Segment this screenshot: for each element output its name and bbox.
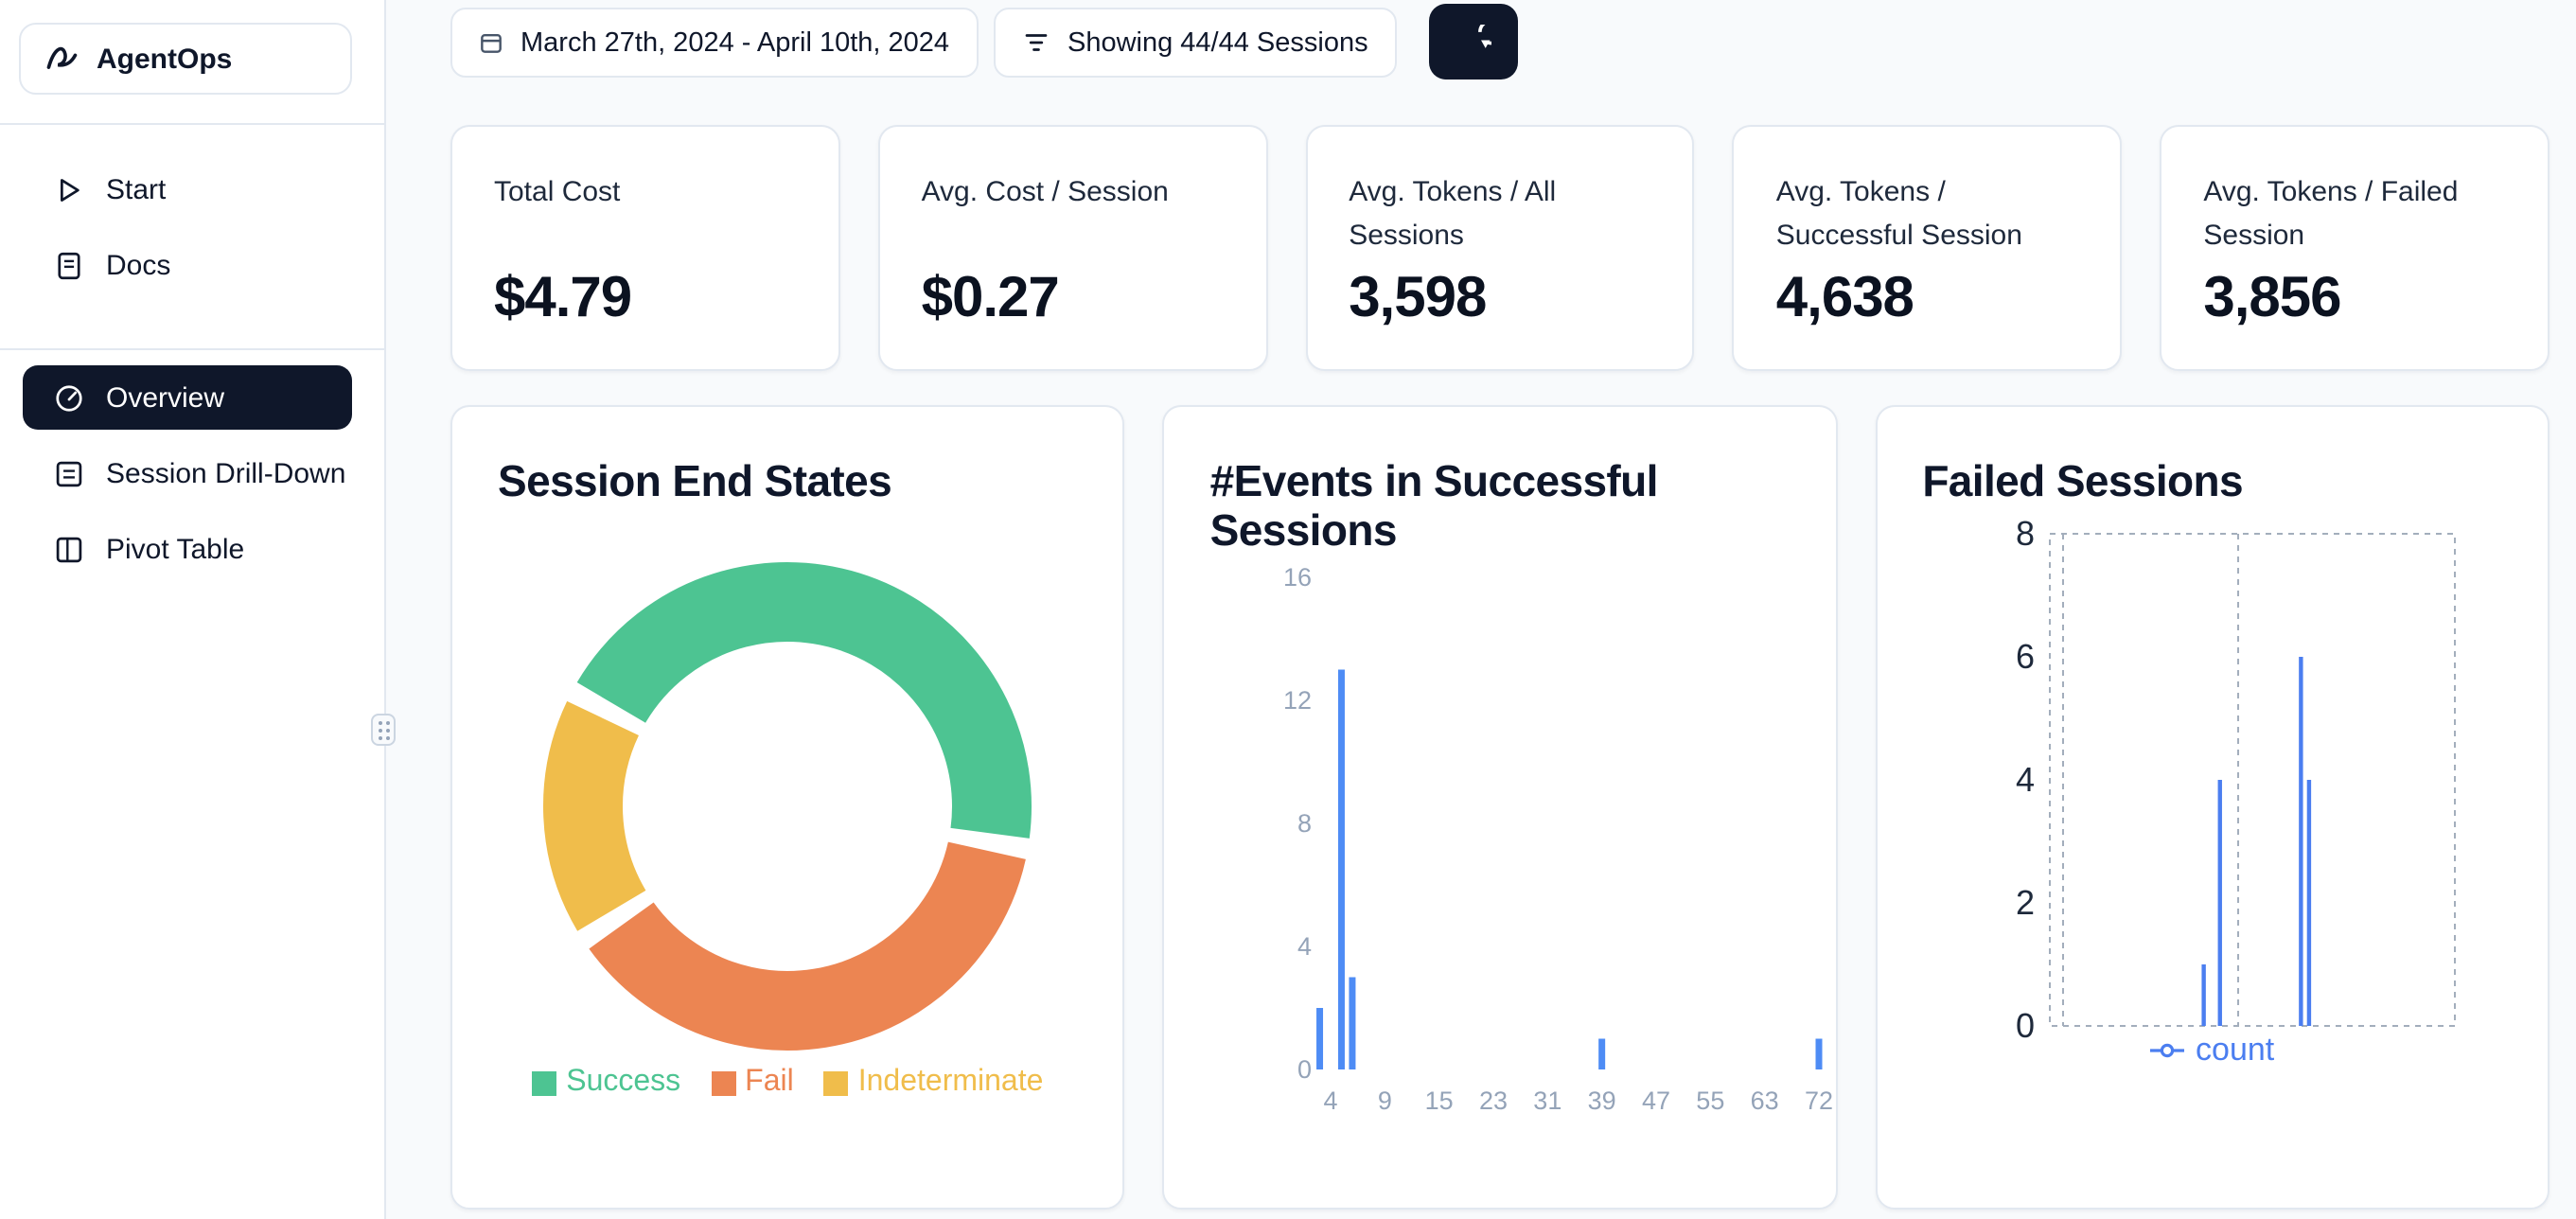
legend-item-success: Success: [532, 1066, 680, 1100]
svg-text:63: 63: [1751, 1086, 1779, 1115]
stat-card-avg-tokens-successful: Avg. Tokens / Successful Session 4,638: [1732, 125, 2123, 371]
refresh-icon: [1477, 25, 1491, 48]
session-end-states-card: Session End States Success Fail Indeterm…: [450, 405, 1125, 1210]
sidebar-item-session-drill-down[interactable]: Session Drill-Down: [23, 439, 363, 507]
app-name: AgentOps: [97, 43, 233, 75]
sidebar-item-label: Session Drill-Down: [106, 457, 346, 489]
list-icon: [56, 460, 82, 486]
session-end-states-donut: [503, 522, 1071, 1090]
svg-text:0: 0: [1298, 1055, 1313, 1084]
failed-sessions-card: Failed Sessions 0 2 4 6 8 count: [1875, 405, 2550, 1210]
legend-label: Success: [566, 1066, 681, 1098]
events-bar-chart: 0 4 8 12 16 4 9 15 23 31 39 47 55 63 72: [1210, 547, 1835, 1162]
sessions-filter-button[interactable]: Showing 44/44 Sessions: [994, 8, 1397, 78]
donut-legend: Success Fail Indeterminate: [452, 1066, 1123, 1100]
refresh-button[interactable]: [1429, 4, 1518, 80]
stat-label: Avg. Tokens / Failed Session: [2203, 176, 2459, 251]
legend-label: Indeterminate: [857, 1066, 1044, 1098]
chart-title: #Events in Successful Sessions: [1209, 456, 1659, 556]
svg-text:8: 8: [1298, 809, 1313, 838]
legend-swatch: [532, 1070, 557, 1095]
svg-text:4: 4: [1324, 1086, 1338, 1115]
svg-text:39: 39: [1588, 1086, 1616, 1115]
stat-value: 4,638: [1775, 267, 1914, 329]
svg-text:6: 6: [2015, 637, 2034, 676]
sidebar-item-start[interactable]: Start: [23, 155, 363, 223]
svg-text:72: 72: [1806, 1086, 1834, 1115]
stat-card-avg-tokens-all: Avg. Tokens / All Sessions 3,598: [1305, 125, 1695, 371]
svg-text:16: 16: [1284, 563, 1313, 592]
stats-row: Total Cost $4.79 Avg. Cost / Session $0.…: [450, 125, 2550, 371]
stat-label: Total Cost: [494, 176, 621, 208]
sidebar-item-label: Overview: [106, 381, 225, 414]
sidebar-item-overview[interactable]: Overview: [23, 365, 352, 430]
drag-dots-icon: [378, 720, 389, 739]
docs-icon: [58, 251, 80, 279]
app-logo: AgentOps: [19, 23, 352, 95]
columns-icon: [56, 536, 82, 562]
svg-text:9: 9: [1378, 1086, 1392, 1115]
count-legend-label: count: [2196, 1032, 2275, 1068]
sidebar-item-label: Docs: [106, 249, 171, 281]
chart-title: Failed Sessions: [1922, 456, 2244, 505]
svg-text:47: 47: [1643, 1086, 1671, 1115]
line-marker-icon: [2150, 1043, 2185, 1058]
sidebar-divider: [0, 123, 386, 125]
stat-value: 3,598: [1349, 267, 1487, 329]
sidebar-item-pivot-table[interactable]: Pivot Table: [23, 515, 363, 583]
stat-card-avg-tokens-failed: Avg. Tokens / Failed Session 3,856: [2160, 125, 2550, 371]
gauge-icon: [56, 384, 82, 411]
calendar-icon: [481, 33, 502, 53]
sidebar-item-docs[interactable]: Docs: [23, 231, 363, 299]
svg-text:4: 4: [2015, 760, 2034, 799]
svg-text:23: 23: [1480, 1086, 1509, 1115]
legend-item-indeterminate: Indeterminate: [823, 1066, 1044, 1100]
sessions-filter-label: Showing 44/44 Sessions: [1067, 27, 1368, 58]
play-icon: [60, 178, 79, 201]
svg-text:8: 8: [2015, 515, 2034, 553]
sidebar-item-label: Start: [106, 173, 167, 205]
chart-title: Session End States: [498, 456, 892, 505]
events-in-successful-sessions-card: #Events in Successful Sessions 0 4 8 12 16 4 9…: [1162, 405, 1838, 1210]
sidebar-resize-handle[interactable]: [371, 714, 396, 746]
stat-label: Avg. Cost / Session: [921, 176, 1169, 208]
agentops-logo-icon: [46, 46, 78, 69]
filter-icon: [1025, 34, 1048, 51]
legend-swatch: [823, 1070, 849, 1095]
svg-text:55: 55: [1697, 1086, 1725, 1115]
legend-item-fail: Fail: [711, 1066, 794, 1100]
stat-label: Avg. Tokens / All Sessions: [1349, 176, 1557, 251]
failed-sessions-chart: 0 2 4 6 8: [1909, 514, 2496, 1064]
svg-text:31: 31: [1534, 1086, 1562, 1115]
stat-card-avg-cost-session: Avg. Cost / Session $0.27: [877, 125, 1268, 371]
stat-value: 3,856: [2203, 267, 2341, 329]
sidebar-divider: [0, 348, 386, 350]
svg-text:0: 0: [2015, 1006, 2034, 1045]
date-range-button[interactable]: March 27th, 2024 - April 10th, 2024: [450, 8, 979, 78]
svg-text:2: 2: [2015, 883, 2034, 922]
count-legend: count: [1877, 1032, 2548, 1069]
stat-label: Avg. Tokens / Successful Session: [1775, 176, 2022, 251]
sidebar-item-label: Pivot Table: [106, 533, 245, 565]
svg-text:15: 15: [1425, 1086, 1454, 1115]
legend-label: Fail: [745, 1066, 794, 1098]
stat-value: $4.79: [494, 267, 632, 329]
svg-text:4: 4: [1298, 932, 1313, 961]
stat-value: $0.27: [921, 267, 1060, 329]
charts-row: Session End States Success Fail Indeterm…: [450, 405, 2550, 1210]
stat-card-total-cost: Total Cost $4.79: [450, 125, 840, 371]
legend-swatch: [711, 1070, 736, 1095]
svg-text:12: 12: [1284, 686, 1313, 715]
sidebar: AgentOps Start Docs Overview: [0, 0, 396, 1219]
date-range-label: March 27th, 2024 - April 10th, 2024: [520, 27, 950, 58]
